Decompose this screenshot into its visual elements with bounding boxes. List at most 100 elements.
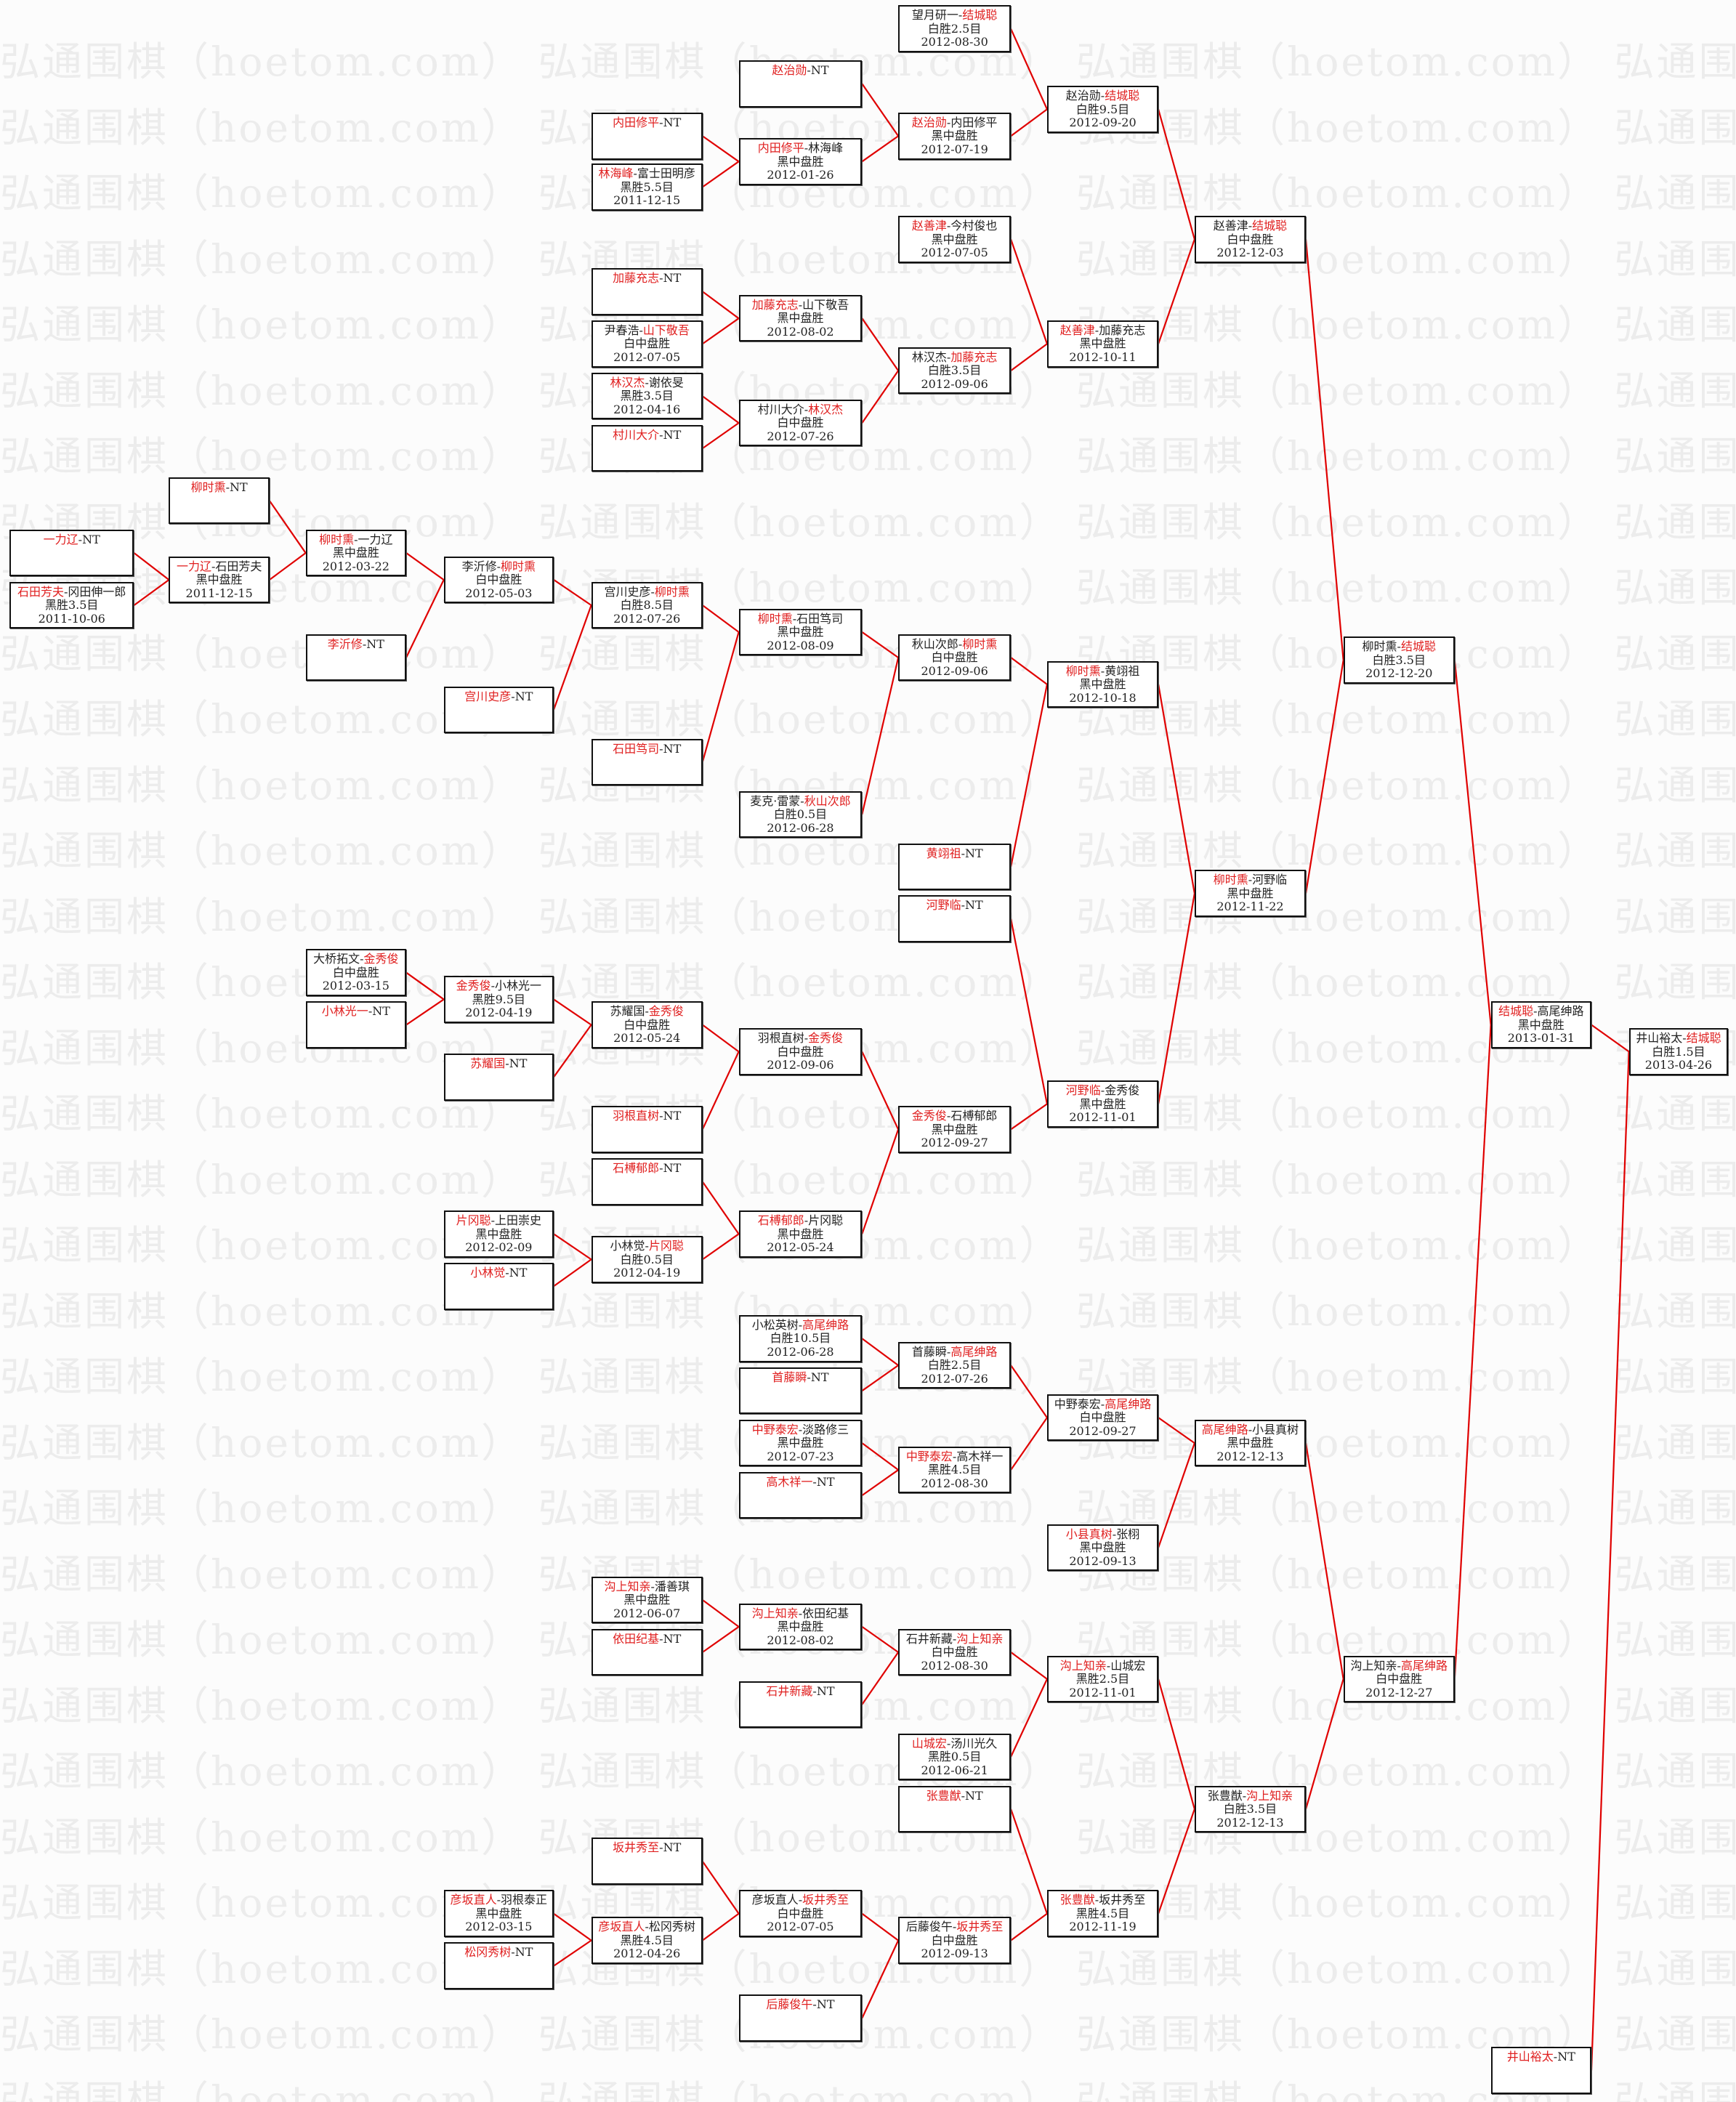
players-separator: -	[645, 1004, 649, 1019]
bye-entry-box: 小林光一-NT	[305, 1001, 407, 1048]
players-separator: -	[354, 532, 358, 546]
player-name: 首藤瞬	[772, 1370, 807, 1384]
match-players: 金秀俊-小林光一	[445, 979, 552, 993]
bracket-connector-line	[405, 971, 445, 1001]
players-separator: -	[946, 115, 951, 129]
bracket-connector-line	[702, 161, 740, 188]
match-players: 坂井秀至-NT	[593, 1841, 701, 1855]
bracket-connector-line	[702, 422, 740, 450]
match-box: 彦坂直人-羽根泰正 黑中盘胜 2012-03-15	[443, 1890, 554, 1937]
player-name: 河野临	[926, 898, 961, 913]
match-box: 林汉杰-加藤充志 白胜3.5目 2012-09-06	[898, 347, 1012, 395]
players-separator: -	[650, 584, 655, 599]
bracket-connector-line	[553, 1233, 592, 1261]
player-name: 加藤充志	[613, 271, 660, 285]
player-name: 内田修平	[950, 115, 998, 129]
match-date: 2012-02-09	[465, 1240, 533, 1255]
match-players: 沟上知亲-依田纪基	[740, 1606, 861, 1621]
match-date: 2012-11-01	[1069, 1685, 1137, 1699]
player-name: NT	[663, 741, 682, 756]
match-box: 大桥拓文-金秀俊 白中盘胜 2012-03-15	[305, 949, 407, 996]
bye-entry-box: 内田修平-NT	[591, 112, 703, 160]
bye-entry-box: 李沂修-NT	[305, 634, 407, 682]
match-result: 白中盘胜	[777, 1906, 824, 1920]
match-players: 林海峰-富士田明彦	[593, 166, 701, 181]
player-name: 小林觉	[470, 1265, 506, 1280]
match-players: 石榑郁郎-片冈聪	[740, 1213, 861, 1228]
player-name: 石榑郁郎	[613, 1161, 660, 1176]
match-date: 2013-04-26	[1644, 1058, 1713, 1072]
player-name: 赵治勋	[911, 115, 947, 129]
bracket-connector-line	[702, 1599, 740, 1628]
player-name: 石田笃司	[613, 741, 660, 756]
match-players: 后藤俊午-NT	[740, 1998, 861, 2012]
player-name: NT	[816, 1997, 835, 2012]
bye-entry-box: 石田笃司-NT	[591, 738, 703, 786]
player-name: 内田修平	[757, 141, 804, 155]
bye-entry-box: 赵治勋-NT	[738, 60, 863, 108]
match-box: 加藤充志-山下敬吾 黑中盘胜 2012-08-02	[738, 294, 863, 342]
match-players: 柳时熏-河野临	[1196, 873, 1304, 887]
match-date: 2012-08-30	[921, 1476, 988, 1490]
match-box: 河野临-金秀俊 黑中盘胜 2012-11-01	[1046, 1080, 1159, 1128]
match-result: 黑中盘胜	[1079, 677, 1126, 692]
match-result: 白中盘胜	[931, 650, 978, 665]
player-name: 结城聪	[1498, 1004, 1534, 1019]
match-players: 柳时熏-石田笃司	[740, 612, 861, 626]
player-name: NT	[965, 1788, 983, 1803]
player-name: NT	[82, 532, 100, 546]
match-date: 2012-12-13	[1216, 1449, 1284, 1463]
player-name: 柳时熏	[654, 584, 690, 599]
player-name: 石榑郁郎	[950, 1109, 998, 1123]
match-players: 黄翊祖-NT	[900, 846, 1009, 861]
match-players: 小林觉-片冈聪	[593, 1239, 701, 1253]
players-separator: -	[1106, 1658, 1111, 1673]
match-box: 小林觉-片冈聪 白胜0.5目 2012-04-19	[591, 1236, 703, 1283]
match-date: 2012-04-19	[465, 1006, 533, 1020]
players-separator: -	[1397, 1658, 1401, 1673]
player-name: NT	[663, 1631, 682, 1646]
player-name: 高尾绅路	[1201, 1422, 1248, 1436]
player-name: 柳时熏	[1065, 663, 1101, 678]
player-name: 黄翊祖	[1105, 663, 1140, 678]
match-date: 2012-06-07	[613, 1606, 681, 1620]
player-name: 高尾绅路	[950, 1344, 998, 1359]
players-separator: -	[961, 898, 965, 913]
players-separator: -	[360, 952, 364, 966]
player-name: 金秀俊	[648, 1004, 684, 1019]
match-date: 2012-09-06	[921, 663, 988, 678]
match-players: 石井新藏-沟上知亲	[900, 1632, 1009, 1646]
match-players: 柳时熏-结城聪	[1345, 640, 1453, 654]
player-name: 片冈聪	[648, 1239, 684, 1253]
player-name: NT	[663, 1161, 682, 1176]
bracket-connector-line	[861, 631, 899, 658]
match-players: 中野泰宏-高木祥一	[900, 1450, 1009, 1464]
player-name: 李沂修	[327, 636, 363, 651]
match-players: 赵善津-加藤充志	[1049, 323, 1157, 338]
match-result: 白胜3.5目	[927, 363, 982, 378]
match-players: 河野临-金秀俊	[1049, 1083, 1157, 1098]
player-name: 小县真树	[1252, 1422, 1299, 1436]
bracket-connector-line	[702, 291, 740, 320]
player-name: 加藤充志	[751, 297, 799, 312]
players-separator: -	[1094, 323, 1099, 337]
player-name: 赵善津	[911, 219, 947, 233]
player-name: 村川大介	[757, 402, 804, 416]
bracket-connector-line	[861, 1469, 899, 1496]
player-name: NT	[816, 1683, 835, 1698]
player-name: 沟上知亲	[1246, 1788, 1293, 1803]
player-name: 石田芳夫	[17, 584, 64, 599]
player-name: NT	[663, 427, 682, 442]
match-date: 2012-07-26	[767, 429, 834, 443]
player-name: NT	[372, 1004, 390, 1019]
match-date: 2012-10-11	[1069, 349, 1137, 364]
match-box: 金秀俊-小林光一 黑胜9.5目 2012-04-19	[443, 976, 554, 1023]
bracket-connector-line	[702, 605, 740, 633]
bracket-connector-line	[133, 552, 170, 581]
match-date: 2012-08-09	[767, 638, 834, 652]
bracket-connector-line	[861, 1442, 899, 1471]
match-date: 2012-03-15	[465, 1920, 533, 1934]
player-name: 汤川光久	[950, 1736, 998, 1750]
player-name: 羽根直树	[757, 1031, 804, 1046]
players-separator: -	[659, 1631, 663, 1646]
